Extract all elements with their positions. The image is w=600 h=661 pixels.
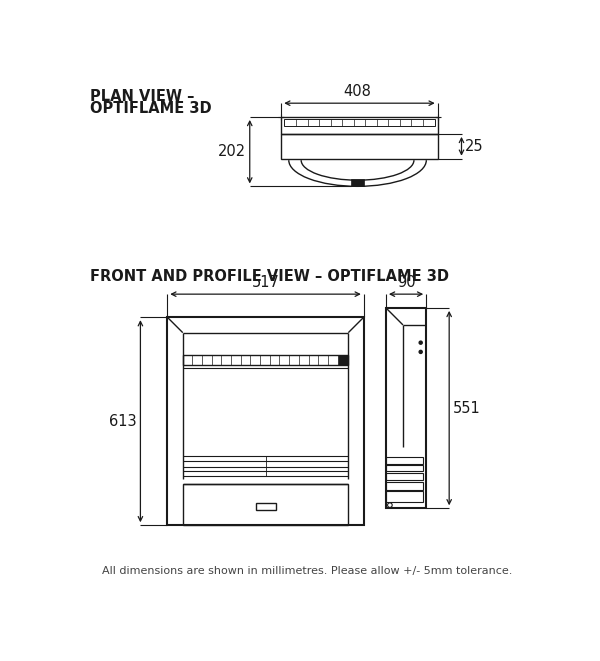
Bar	[281, 134, 437, 159]
Bar	[386, 491, 423, 502]
Bar	[350, 179, 364, 186]
Bar	[167, 317, 364, 525]
Text: 25: 25	[466, 139, 484, 154]
Bar	[183, 484, 349, 525]
Text: PLAN VIEW –: PLAN VIEW –	[91, 89, 195, 104]
Text: All dimensions are shown in millimetres. Please allow +/- 5mm tolerance.: All dimensions are shown in millimetres.…	[103, 566, 512, 576]
Bar	[386, 465, 423, 471]
Text: OPTIFLAME 3D: OPTIFLAME 3D	[91, 101, 212, 116]
Bar	[386, 482, 423, 490]
Bar	[338, 355, 349, 365]
Circle shape	[419, 341, 422, 344]
Bar	[284, 118, 434, 126]
Circle shape	[419, 350, 422, 354]
Bar	[256, 503, 275, 510]
Bar	[386, 308, 426, 508]
Text: 408: 408	[344, 85, 371, 99]
Text: 90: 90	[397, 275, 415, 290]
Bar	[386, 457, 423, 463]
Bar	[386, 473, 423, 481]
Text: 202: 202	[218, 144, 246, 159]
Bar	[281, 117, 437, 134]
Text: 551: 551	[453, 401, 481, 416]
Bar	[183, 355, 349, 365]
Text: FRONT AND PROFILE VIEW – OPTIFLAME 3D: FRONT AND PROFILE VIEW – OPTIFLAME 3D	[91, 269, 449, 284]
Text: 517: 517	[251, 275, 280, 290]
Text: 613: 613	[109, 414, 137, 429]
